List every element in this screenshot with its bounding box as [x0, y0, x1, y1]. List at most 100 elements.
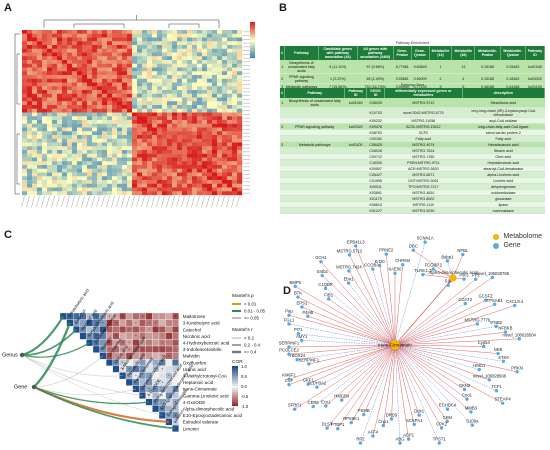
- scale-swatch: [232, 388, 238, 391]
- heatmap-cell: [227, 176, 233, 181]
- heatmap-cell: [222, 138, 228, 143]
- table-cell: 2: [429, 73, 452, 84]
- heatmap-cell: [137, 176, 143, 181]
- heatmap-cell: [192, 48, 198, 53]
- heatmap-cell: [32, 180, 38, 184]
- heatmap-cell: [27, 165, 33, 169]
- heatmap-cell: [202, 41, 208, 46]
- heatmap-cell: [217, 82, 223, 87]
- heatmap-cell: [77, 30, 83, 34]
- heatmap-cell: [132, 191, 138, 196]
- panel-b-letter: B: [279, 2, 287, 14]
- network-edge: [394, 344, 420, 416]
- heatmap-cell: [237, 146, 243, 151]
- table-cell: K09478: [366, 123, 385, 130]
- heatmap-cell: [137, 60, 143, 64]
- heatmap-cell: [192, 60, 198, 64]
- heatmap-cell: [92, 75, 98, 79]
- heatmap-cell: [62, 82, 68, 87]
- heatmap-cell: [117, 105, 123, 109]
- heatmap-cell: [27, 82, 33, 87]
- heatmap-cell: [92, 146, 98, 151]
- heatmap-cell: [132, 108, 138, 113]
- heatmap-cell: [22, 71, 28, 76]
- heatmap-cell: [177, 161, 183, 166]
- heatmap-cell: [137, 37, 143, 42]
- heatmap-cell: [117, 108, 123, 113]
- heatmap-cell: [127, 112, 133, 117]
- gene-node: [475, 322, 480, 326]
- heatmap-cell: [217, 75, 223, 79]
- table-cell: [280, 165, 285, 172]
- network-edge: [394, 331, 506, 346]
- heatmap-cell: [72, 127, 78, 132]
- heatmap-cell: [142, 120, 148, 124]
- network-edge: [394, 305, 515, 346]
- heatmap-cell: [102, 187, 108, 192]
- heatmap-cell: [57, 191, 63, 196]
- heatmap-cell: [187, 52, 193, 57]
- heatmap-cell: [32, 78, 38, 83]
- heatmap-cell: [22, 165, 28, 169]
- heatmap-cell: [127, 138, 133, 143]
- heatmap-cell: [132, 138, 138, 143]
- network-edge: [394, 344, 448, 422]
- heatmap-cell: [162, 153, 168, 158]
- heatmap-cell: [127, 172, 133, 177]
- heatmap-cell: [212, 176, 218, 181]
- heatmap-cell: [167, 48, 173, 53]
- heatmap-cell: [217, 30, 223, 34]
- gene-node: [487, 378, 492, 382]
- heatmap-cell: [57, 157, 63, 162]
- gene-node: [412, 422, 416, 427]
- heatmap-cell: [207, 191, 213, 196]
- heatmap-cell: [27, 97, 33, 102]
- heatmap-cell: [122, 108, 128, 113]
- heatmap-cell: [177, 150, 183, 154]
- heatmap-cell: [72, 176, 78, 181]
- table-cell: novel.3042:MSTRG.5770: [384, 107, 463, 118]
- heatmap-cell: [62, 60, 68, 64]
- heatmap-cell: [137, 86, 143, 91]
- significance-star: *: [175, 406, 177, 411]
- heatmap-cell: [22, 176, 28, 181]
- table-cell: [344, 159, 367, 166]
- heatmap-cell: [97, 146, 103, 151]
- heatmap-cell: [207, 120, 213, 124]
- heatmap-cell: [227, 60, 233, 64]
- significance-star: *: [122, 340, 124, 345]
- heatmap-cell: [22, 112, 28, 117]
- gene-node-label: HMO1: [473, 363, 486, 368]
- table-cell: K10703: [366, 107, 385, 118]
- heatmap-cell: [112, 165, 118, 169]
- heatmap-cell: [27, 150, 33, 154]
- heatmap-cell: [92, 180, 98, 184]
- heatmap-cell: [222, 48, 228, 53]
- heatmap-cell: [127, 37, 133, 42]
- heatmap-cell: [197, 112, 203, 117]
- heatmap-cell: [207, 187, 213, 192]
- gene-node: [512, 303, 517, 308]
- heatmap-cell: [212, 146, 218, 151]
- gene-node: [349, 420, 353, 425]
- heatmap-cell: [162, 33, 168, 38]
- heatmap-cell: [57, 30, 63, 34]
- heatmap-cell: [102, 135, 108, 139]
- heatmap-cell: [62, 86, 68, 91]
- heatmap-cell: [227, 33, 233, 38]
- heatmap-cell: [27, 172, 33, 177]
- heatmap-cell: [37, 161, 43, 166]
- heatmap-cell: [102, 82, 108, 87]
- heatmap-cell: [102, 168, 108, 173]
- heatmap-cell: [177, 97, 183, 102]
- heatmap-cell: [127, 183, 133, 188]
- table-cell: [284, 177, 345, 184]
- heatmap-cell: [62, 138, 68, 143]
- heatmap-cell: [37, 41, 43, 46]
- gene-node: [287, 382, 291, 387]
- heatmap-cell: [117, 97, 123, 102]
- heatmap-cell: [162, 116, 168, 121]
- heatmap-cell: [27, 105, 33, 109]
- heatmap-cell: [82, 120, 88, 124]
- gene-node: [406, 437, 411, 441]
